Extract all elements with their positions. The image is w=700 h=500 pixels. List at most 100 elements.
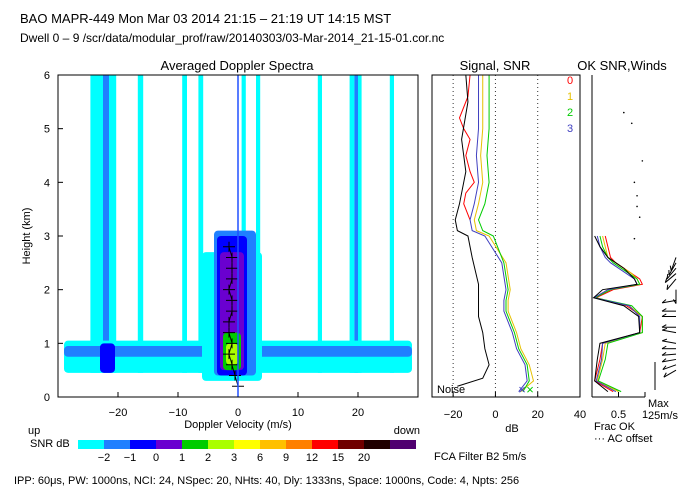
noise-marker: ×	[526, 382, 534, 397]
spectra-xtick-label: 10	[292, 407, 304, 419]
signal-series-1	[473, 75, 535, 393]
mean-velocity-cross	[223, 284, 235, 295]
colorbar-swatch	[312, 440, 338, 449]
series-legend-1: 1	[567, 91, 573, 103]
colorbar-tick-label: 15	[332, 452, 344, 464]
mean-velocity-cross	[223, 349, 235, 360]
frac-ok-series-3	[592, 235, 641, 393]
colorbar-swatch	[234, 440, 260, 449]
wind-barb-flag	[661, 324, 667, 328]
frac-ok-xtick-label: 1	[642, 409, 648, 421]
doppler-spectra-title: Averaged Doppler Spectra	[161, 58, 315, 73]
ac-offset-dot	[636, 205, 638, 208]
clutter-stripe	[389, 75, 394, 373]
wind-barb-shaft	[664, 273, 677, 283]
clutter-stripe	[349, 75, 355, 373]
spectra-ytick-label: 6	[44, 70, 50, 82]
ac-offset-dot	[641, 160, 644, 162]
wind-barb-shaft	[663, 369, 677, 378]
wind-barb-shaft	[662, 364, 677, 371]
clutter-stripe	[198, 75, 204, 373]
colorbar-swatch	[286, 440, 312, 449]
wind-barb-flag	[661, 299, 667, 304]
ac-offset-dot	[623, 111, 625, 114]
frac-ok-label: Frac OK	[594, 421, 636, 433]
mean-velocity-cross	[226, 273, 238, 284]
colorbar-tick-label: 1	[179, 452, 185, 464]
colorbar-swatch	[338, 440, 364, 449]
wind-barb-flag	[663, 372, 667, 378]
down-label: down	[394, 425, 420, 437]
wind-barb-shaft	[666, 278, 677, 290]
spectra-xtick-label: −20	[109, 407, 128, 419]
signal-snr-title: Signal, SNR	[460, 58, 531, 73]
colorbar-swatch	[156, 440, 182, 449]
max-speed-label: 25m/s	[648, 410, 678, 422]
spectra-xtick-label: 0	[235, 407, 241, 419]
spectra-ylabel: Height (km)	[21, 208, 33, 265]
mean-velocity-cross	[229, 370, 241, 381]
signal-series-0	[458, 74, 475, 221]
wind-barbs	[661, 257, 677, 378]
wind-barb-flag	[666, 284, 669, 290]
series-legend-0: 0	[567, 75, 573, 87]
mean-velocity-cross	[223, 316, 235, 327]
spectra-xtick-label: −10	[169, 407, 188, 419]
noise-x-markers: × ×	[518, 382, 534, 397]
mean-velocity-cross	[226, 252, 238, 263]
clutter-stripe	[358, 75, 362, 373]
spectra-background-stripes	[90, 75, 394, 373]
signal-snr-frame	[431, 74, 581, 398]
colorbar-swatch	[364, 440, 390, 449]
colorbar-tick-label: −1	[124, 452, 137, 464]
footer-params: IPP: 60μs, PW: 1000ns, NCI: 24, NSpec: 2…	[14, 475, 520, 487]
wind-barb-flag	[662, 338, 668, 342]
colorbar-swatch	[208, 440, 234, 449]
wind-barb-flag	[661, 308, 667, 312]
clutter-stripe	[103, 75, 109, 373]
colorbar-swatch	[260, 440, 286, 449]
colorbar-tick-label: 12	[306, 452, 318, 464]
colorbar-tick-label: 6	[257, 452, 263, 464]
ok-snr-winds-panel: OK SNR,Winds 0 1 2 3 0.5 1 Frac OK ··· AC of…	[567, 58, 679, 445]
noise-label: Noise	[437, 384, 465, 396]
clutter-stripe	[241, 75, 246, 373]
spectra-ytick-label: 4	[44, 177, 50, 189]
ac-offset-dot	[633, 237, 636, 240]
wind-barb-shaft	[662, 329, 677, 334]
clutter-stripe	[182, 75, 187, 373]
series-legend-3: 3	[567, 123, 573, 135]
up-label: up	[28, 425, 40, 437]
colorbar-swatch	[182, 440, 208, 449]
mean-velocity-cross	[226, 295, 238, 306]
colorbar-swatch	[78, 440, 104, 449]
frac-ok-series-black	[592, 235, 641, 393]
ac-offset-dots	[623, 111, 644, 240]
clutter-stripe	[317, 75, 322, 373]
wind-barb-flag	[662, 327, 668, 331]
wind-barb-flag	[661, 313, 667, 317]
colorbar-swatch	[390, 440, 416, 449]
spectra-snr-cell	[100, 343, 115, 373]
noise-marker: ×	[518, 382, 526, 397]
signal-snr-panel: Signal, SNR −20 0 20 40 Noise dB × ×	[431, 58, 586, 435]
colorbar-tick-label: 2	[205, 452, 211, 464]
ac-offset-dot	[636, 194, 638, 197]
signal-series-3	[469, 75, 528, 392]
wind-barb-shaft	[668, 262, 677, 276]
ac-offset-dot	[633, 181, 636, 184]
ac-offset-dot	[630, 122, 633, 125]
colorbar-tick-label: 0	[153, 452, 159, 464]
wind-barb-shaft	[670, 257, 677, 271]
signal-series-2	[477, 75, 530, 392]
wind-barb-flag	[661, 345, 667, 350]
colorbar-swatch	[130, 440, 156, 449]
wind-barb-flag	[661, 358, 667, 363]
header-dwell: Dwell 0 – 9 /scr/data/modular_prof/raw/2…	[20, 31, 445, 45]
spectra-ytick-label: 0	[44, 392, 50, 404]
signal-xtick-label: 0	[492, 409, 498, 421]
mean-velocity-cross	[223, 327, 235, 338]
clutter-stripe	[90, 75, 103, 373]
wind-barb-shaft	[662, 358, 677, 363]
